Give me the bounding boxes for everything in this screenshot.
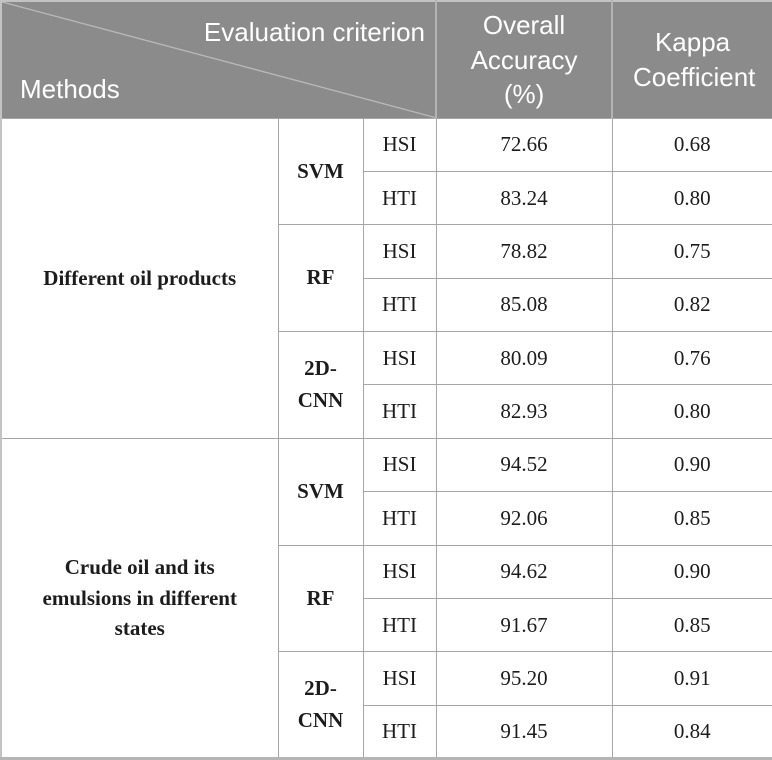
kappa-cell: 0.80 xyxy=(611,170,772,226)
overall-accuracy-cell: 92.06 xyxy=(435,491,613,546)
kappa-cell: 0.80 xyxy=(611,384,772,439)
method-cell: RF xyxy=(277,544,364,653)
group-label-cell: Different oil products xyxy=(0,117,279,439)
corner-header-cell: Evaluation criterion Methods xyxy=(1,1,437,119)
overall-accuracy-cell: 95.20 xyxy=(435,651,613,706)
input-type-cell: HTI xyxy=(362,384,437,439)
kappa-cell: 0.84 xyxy=(611,704,772,760)
overall-accuracy-cell: 91.45 xyxy=(435,704,613,760)
input-type-cell: HTI xyxy=(362,277,437,333)
input-type-cell: HSI xyxy=(362,330,437,386)
table-row: RF HSI 78.82 0.75 xyxy=(1,224,772,332)
kappa-cell: 0.91 xyxy=(611,651,772,706)
input-type-cell: HSI xyxy=(362,437,437,493)
kappa-cell: 0.85 xyxy=(611,597,772,653)
kappa-cell: 0.90 xyxy=(611,437,772,493)
input-type-cell: HSI xyxy=(362,651,437,706)
kappa-cell: 0.68 xyxy=(611,117,772,172)
method-cell: SVM xyxy=(277,117,364,226)
method-cell: 2D-CNN xyxy=(277,651,364,759)
kappa-cell: 0.85 xyxy=(611,491,772,546)
overall-accuracy-cell: 80.09 xyxy=(435,330,613,386)
table-row: HTI 83.24 0.80 xyxy=(1,170,772,226)
table-row: HTI 85.08 0.82 xyxy=(1,277,772,333)
corner-label-evaluation-criterion: Evaluation criterion xyxy=(203,17,426,47)
overall-accuracy-cell: 72.66 xyxy=(435,117,613,172)
table-row: 2D-CNN HSI 80.09 0.76 xyxy=(1,330,772,439)
header-row: Evaluation criterion Methods Overall Acc… xyxy=(1,1,772,119)
kappa-cell: 0.76 xyxy=(611,330,772,386)
column-header-overall-accuracy: Overall Accuracy (%) xyxy=(435,1,613,119)
overall-accuracy-cell: 85.08 xyxy=(435,277,613,333)
table-row: HTI 92.06 0.85 xyxy=(1,491,772,546)
overall-accuracy-cell: 91.67 xyxy=(435,597,613,653)
table-row: HTI 91.67 0.85 xyxy=(1,597,772,653)
method-cell: SVM xyxy=(277,437,364,546)
corner-label-methods: Methods xyxy=(20,74,120,105)
kappa-cell: 0.90 xyxy=(611,544,772,599)
table-row: Crude oil and its emulsions in different… xyxy=(0,437,772,760)
kappa-cell: 0.82 xyxy=(611,277,772,333)
table-row: HTI 91.45 0.84 xyxy=(1,704,772,760)
diagonal-divider-line xyxy=(2,2,435,118)
input-type-cell: HTI xyxy=(362,170,437,226)
input-type-cell: HSI xyxy=(362,117,437,172)
input-type-cell: HTI xyxy=(362,491,437,546)
overall-accuracy-cell: 94.62 xyxy=(435,544,613,599)
group-label-cell: Crude oil and its emulsions in different… xyxy=(0,437,279,760)
input-type-cell: HTI xyxy=(362,597,437,653)
table-row: RF HSI 94.62 0.90 xyxy=(1,544,772,653)
method-cell: RF xyxy=(277,224,364,332)
column-header-kappa-coefficient: Kappa Coefficient xyxy=(611,1,772,119)
table-row: HTI 82.93 0.80 xyxy=(1,384,772,439)
overall-accuracy-cell: 78.82 xyxy=(435,224,613,279)
input-type-cell: HSI xyxy=(362,224,437,279)
table-row: 2D-CNN HSI 95.20 0.91 xyxy=(1,651,772,759)
kappa-cell: 0.75 xyxy=(611,224,772,279)
overall-accuracy-cell: 82.93 xyxy=(435,384,613,439)
overall-accuracy-cell: 94.52 xyxy=(435,437,613,493)
method-cell: 2D-CNN xyxy=(277,331,364,439)
table-row: Different oil products SVM HSI 72.66 0.6… xyxy=(0,117,772,439)
input-type-cell: HSI xyxy=(362,544,437,599)
input-type-cell: HTI xyxy=(362,704,437,760)
overall-accuracy-cell: 83.24 xyxy=(435,170,613,226)
